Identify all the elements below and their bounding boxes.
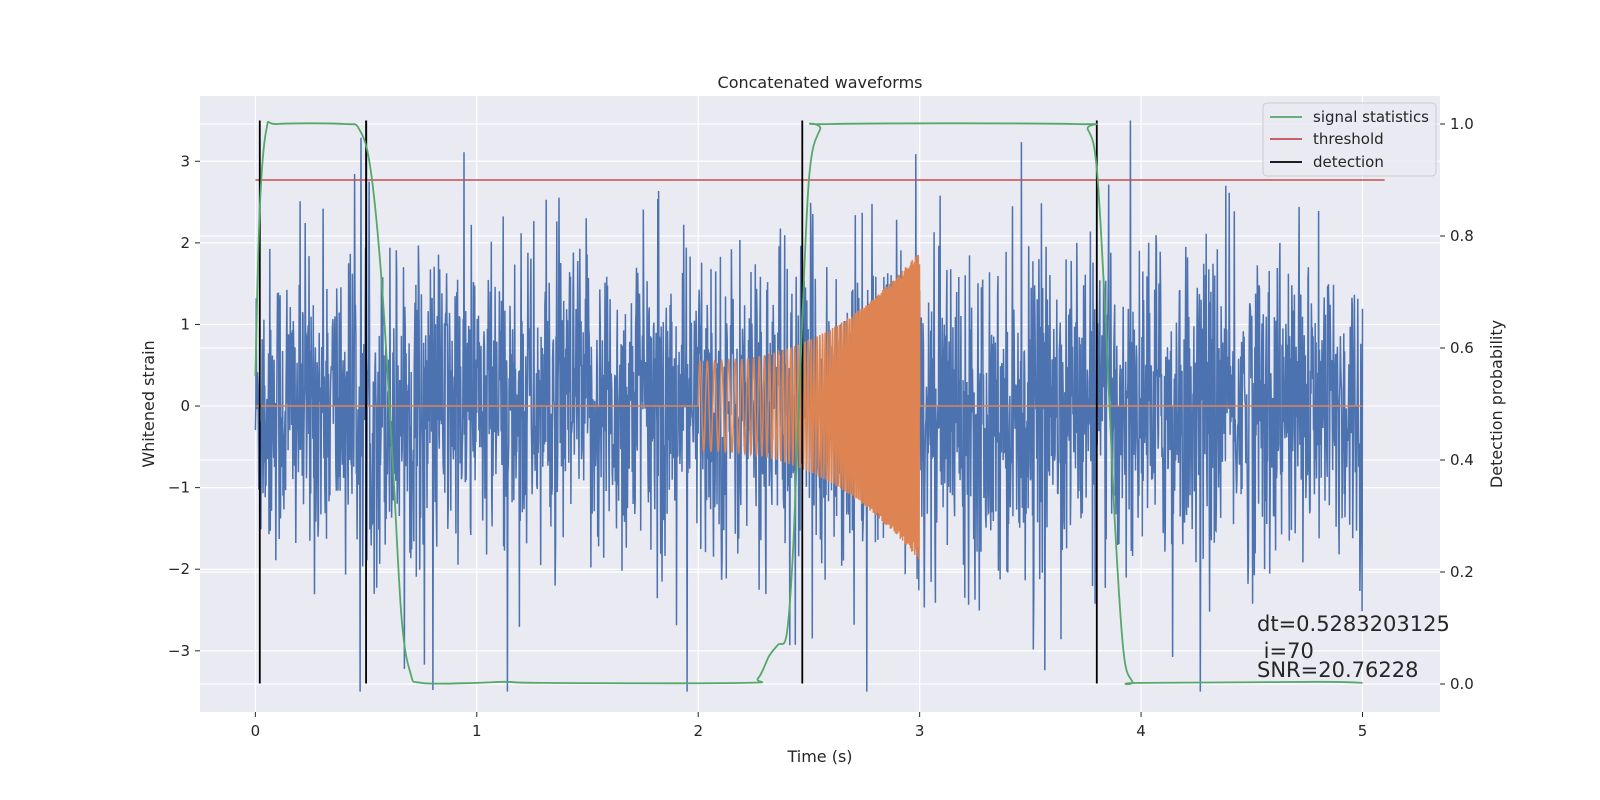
y-right-ticks: 0.0 0.2 0.4 0.6 0.8 1.0 bbox=[1440, 115, 1474, 693]
y-left-tick-label: 1 bbox=[180, 315, 190, 333]
annotation-dt: dt=0.5283203125 bbox=[1257, 612, 1450, 636]
y-right-tick-label: 0.0 bbox=[1450, 675, 1474, 693]
legend-label-detection: detection bbox=[1313, 153, 1384, 171]
y-right-tick-label: 0.4 bbox=[1450, 451, 1474, 469]
plot-area bbox=[254, 120, 1385, 692]
x-tick-label: 3 bbox=[915, 722, 925, 740]
chirp-series bbox=[255, 254, 1363, 560]
y-right-tick-label: 0.2 bbox=[1450, 563, 1474, 581]
x-tick-label: 1 bbox=[472, 722, 482, 740]
y-left-ticks: −3 −2 −1 0 1 2 3 bbox=[168, 152, 200, 660]
x-axis-label: Time (s) bbox=[786, 747, 852, 766]
legend: signal statistics threshold detection bbox=[1262, 102, 1437, 177]
y-left-tick-label: −1 bbox=[168, 479, 190, 497]
y-left-tick-label: 3 bbox=[180, 152, 190, 170]
annotation-index: i=70 bbox=[1257, 639, 1314, 663]
legend-label-threshold: threshold bbox=[1313, 130, 1384, 148]
annotation-snr: SNR=20.76228 bbox=[1257, 658, 1418, 682]
y-left-tick-label: 2 bbox=[180, 234, 190, 252]
y-axis-label-right: Detection probability bbox=[1487, 320, 1506, 488]
x-ticks: 0 1 2 3 4 5 bbox=[251, 712, 1368, 740]
y-right-tick-label: 0.6 bbox=[1450, 339, 1474, 357]
x-tick-label: 5 bbox=[1358, 722, 1368, 740]
legend-label-signal-statistics: signal statistics bbox=[1313, 108, 1429, 126]
y-right-tick-label: 0.8 bbox=[1450, 227, 1474, 245]
chart-title: Concatenated waveforms bbox=[718, 73, 923, 92]
legend-box bbox=[1262, 102, 1437, 177]
y-left-tick-label: −3 bbox=[168, 642, 190, 660]
y-right-tick-label: 1.0 bbox=[1450, 115, 1474, 133]
detection-lines bbox=[258, 120, 1098, 684]
y-axis-label-left: Whitened strain bbox=[139, 340, 158, 467]
x-tick-label: 4 bbox=[1136, 722, 1146, 740]
signal-statistics-line bbox=[254, 120, 1363, 685]
y-left-tick-label: −2 bbox=[168, 560, 190, 578]
x-tick-label: 2 bbox=[693, 722, 703, 740]
x-tick-label: 0 bbox=[251, 722, 261, 740]
y-left-tick-label: 0 bbox=[180, 397, 190, 415]
